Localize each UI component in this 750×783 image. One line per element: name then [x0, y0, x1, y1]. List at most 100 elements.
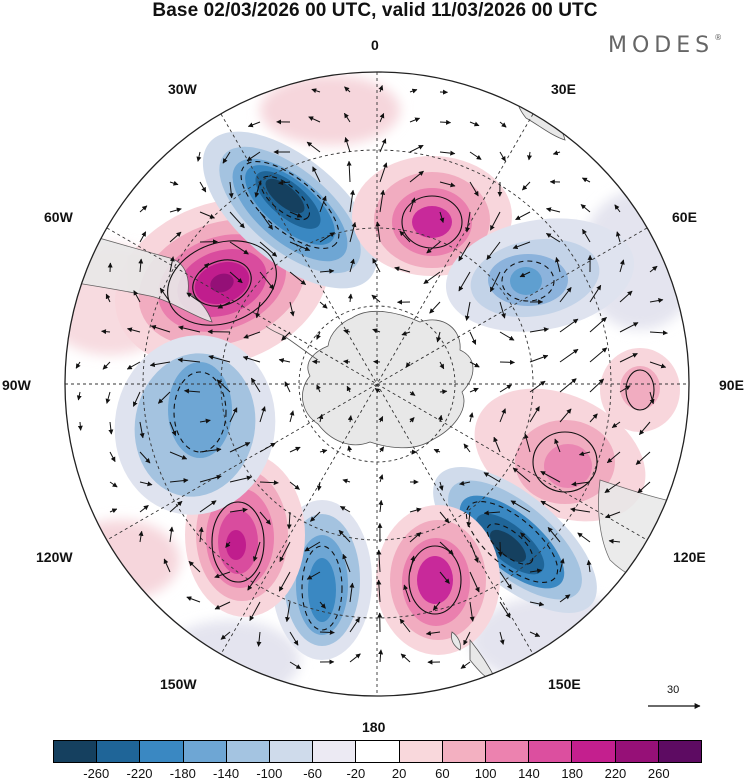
wind-vector — [378, 416, 384, 423]
wind-vector — [342, 478, 351, 484]
wind-vector — [343, 329, 351, 334]
wind-vector — [199, 211, 215, 219]
wind-vector — [499, 384, 512, 393]
colorbar-tick-label: -20 — [346, 766, 366, 781]
wind-vector — [405, 361, 411, 368]
wind-vector — [252, 541, 261, 562]
wind-vector — [319, 195, 327, 213]
wind-vector — [372, 328, 381, 334]
negative-height-contours — [173, 161, 559, 631]
wind-vector — [433, 448, 441, 454]
wind-vector — [468, 412, 474, 423]
wind-vector — [138, 258, 144, 273]
wind-vector — [199, 447, 222, 453]
wind-vector — [619, 385, 631, 393]
wind-vector — [379, 112, 385, 123]
wind-vector — [469, 181, 479, 197]
wind-vector — [208, 354, 231, 363]
wind-vector — [349, 258, 355, 273]
wind-vector — [499, 121, 507, 128]
wind-vector — [460, 661, 471, 669]
wind-vector — [349, 653, 361, 663]
colorbar-tick-label: 20 — [391, 766, 407, 781]
wind-vector — [469, 361, 480, 368]
colorbar-tick-label: -60 — [303, 766, 322, 781]
wind-vector — [246, 151, 261, 162]
wind-vector — [375, 221, 381, 243]
label-90w: 90W — [2, 377, 31, 393]
wind-vector — [186, 596, 201, 603]
wind-vector — [469, 121, 480, 127]
wind-vector — [169, 500, 183, 513]
wind-vector — [247, 571, 261, 591]
wind-vector — [522, 181, 531, 191]
colorbar-tick-label: 60 — [435, 766, 450, 781]
wind-vector — [439, 211, 445, 223]
wind-vector — [637, 481, 651, 494]
polar-stereographic-map — [64, 71, 701, 709]
wind-vector — [310, 511, 321, 522]
wind-vector — [289, 301, 295, 317]
colorbar-tick-label: -260 — [83, 766, 110, 781]
wind-vector — [105, 293, 111, 303]
colorbar-cell — [529, 741, 573, 762]
wind-vector — [499, 359, 515, 365]
wind-vector — [101, 329, 111, 335]
wind-vector — [649, 265, 658, 273]
wind-vector — [289, 661, 302, 670]
wind-vectors — [75, 85, 668, 670]
colorbar-cell — [356, 741, 400, 762]
wind-vector — [256, 631, 262, 647]
wind-vector — [347, 445, 353, 453]
wind-vector — [409, 555, 416, 573]
wind-vector — [169, 451, 188, 460]
wind-vector — [318, 413, 324, 423]
wind-vector — [409, 117, 421, 123]
wind-vector — [437, 414, 443, 423]
wind-vector — [259, 480, 279, 486]
wind-vector — [409, 197, 416, 213]
colorbar-tick-label: 260 — [647, 766, 670, 781]
wind-vector — [499, 571, 512, 590]
wind-vector — [344, 86, 351, 93]
wind-vector — [229, 475, 252, 483]
label-150w: 150W — [160, 676, 197, 692]
wind-vector — [199, 418, 211, 424]
map-title: Base 02/03/2026 00 UTC, valid 11/03/2026… — [152, 0, 598, 21]
wind-vector — [138, 530, 144, 543]
wind-vector — [399, 230, 411, 243]
wind-vector — [635, 451, 651, 465]
colorbar-tick-label: -100 — [256, 766, 283, 781]
wind-vector — [463, 443, 471, 453]
wind-vector — [214, 601, 231, 610]
wind-vector — [378, 499, 384, 513]
anomaly-cell-tasman-low — [433, 467, 597, 613]
wind-vector — [554, 438, 561, 453]
wind-vector — [289, 211, 303, 218]
wind-vector — [439, 541, 454, 555]
wind-vector — [400, 653, 411, 663]
wind-vector — [425, 630, 441, 636]
wind-vector — [349, 582, 355, 603]
wind-vector — [279, 541, 291, 563]
wind-vector — [559, 594, 571, 603]
wind-vector — [589, 413, 598, 423]
wind-vector — [319, 601, 326, 609]
wind-vector — [177, 357, 201, 363]
label-120e: 120E — [673, 549, 706, 565]
wind-vector — [247, 121, 261, 128]
wind-vector — [157, 391, 171, 404]
wind-vector — [378, 85, 384, 93]
colorbar-cell — [97, 741, 141, 762]
wind-vector — [349, 221, 357, 243]
wind-vector — [429, 301, 441, 314]
wind-vector — [529, 631, 541, 637]
wind-vector — [311, 88, 321, 94]
antarctica-land — [302, 311, 474, 449]
wind-vector — [108, 421, 114, 435]
wind-vector — [76, 391, 82, 401]
wind-vector — [554, 257, 561, 273]
label-30e: 30E — [551, 81, 576, 97]
wind-vector — [228, 181, 234, 199]
wind-vector — [409, 507, 422, 513]
